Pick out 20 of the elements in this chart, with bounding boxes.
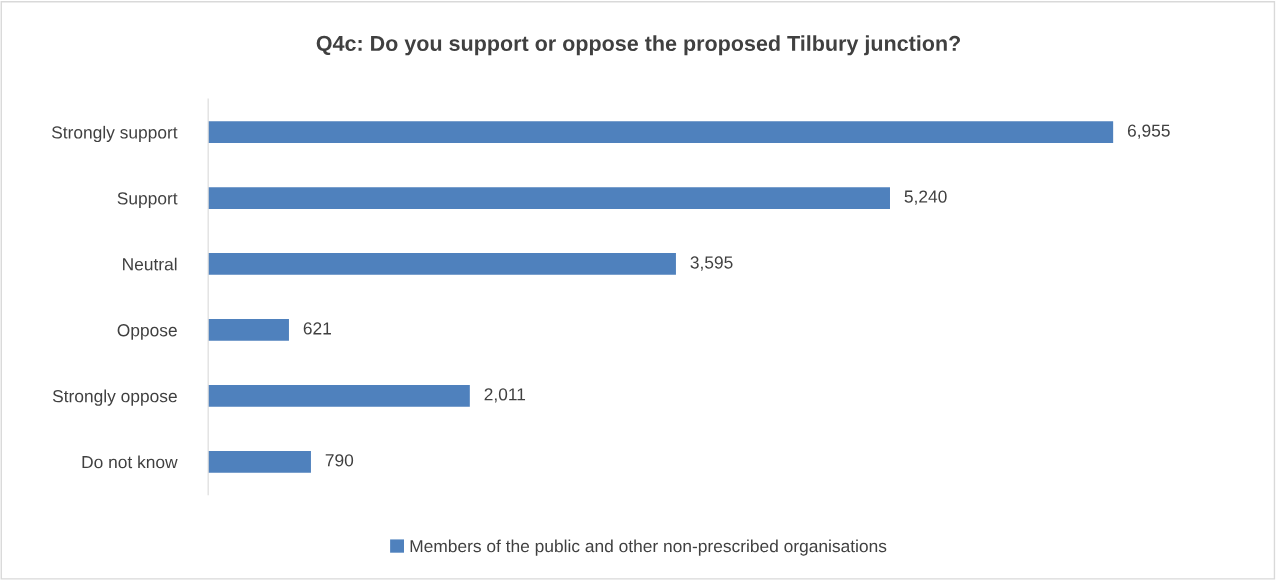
y-tick-label: Neutral [123,257,177,271]
y-tick-label: Support [117,192,178,208]
data-label: 5,240 [904,190,947,205]
chart-title: Q4c: Do you support or oppose the proposed Tilbury junction? [316,35,961,56]
data-label: 6,955 [1127,124,1170,139]
data-label: 790 [325,454,354,467]
bar [208,450,311,473]
bar [208,121,1114,144]
bar [208,187,890,209]
bar [208,319,289,341]
bar [208,384,470,407]
data-label: 621 [303,322,331,335]
data-label: 3,595 [690,256,733,271]
y-tick-label: Strongly support [51,125,178,143]
legend-label: Members of the public and other non-prescribed organisations [410,539,887,556]
y-tick-label: Do not know [82,455,178,469]
data-label: 2,011 [484,388,526,403]
y-tick-label: Oppose [117,324,177,340]
y-tick-label: Strongly oppose [52,389,177,406]
bar [208,253,676,275]
